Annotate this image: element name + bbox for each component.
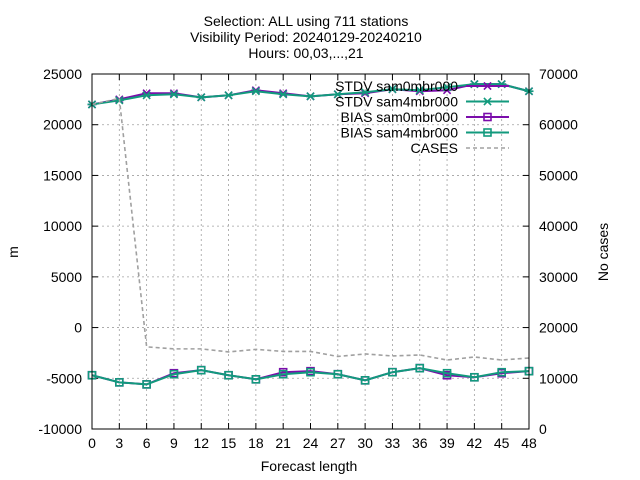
legend-label: CASES xyxy=(411,140,458,156)
series-4 xyxy=(91,97,530,361)
data-point xyxy=(483,112,492,122)
data-point xyxy=(224,370,233,380)
data-point xyxy=(388,85,397,94)
data-point xyxy=(483,128,492,137)
x-axis-label: Forecast length xyxy=(261,458,358,474)
y-axis-label: m xyxy=(5,246,21,258)
x-tick-label: 18 xyxy=(248,435,264,451)
x-tick-label: 48 xyxy=(521,435,537,451)
legend-label: STDV sam4mbr000 xyxy=(335,94,458,110)
y-tick-label: 5000 xyxy=(51,269,82,285)
legend-label: BIAS sam4mbr000 xyxy=(341,125,459,141)
x-tick-label: 12 xyxy=(193,435,209,451)
data-point xyxy=(115,378,124,387)
data-point xyxy=(483,81,492,91)
y-tick-label: -10000 xyxy=(38,421,82,437)
y-axis-right: 0 10000 20000 30000 40000 50000 60000 70000 xyxy=(523,66,578,437)
y-tick-label: -5000 xyxy=(46,370,82,386)
y2-tick-label: 20000 xyxy=(539,320,578,336)
x-tick-label: 33 xyxy=(385,435,401,451)
series-line xyxy=(91,97,530,361)
x-tick-label: 0 xyxy=(88,435,96,451)
data-point xyxy=(196,365,206,375)
y-axis-left: -10000 -5000 0 5000 10000 15000 20000 25000 xyxy=(38,66,98,437)
data-point xyxy=(278,369,288,379)
data-point xyxy=(442,368,452,378)
data-point xyxy=(142,380,151,389)
x-tick-label: 15 xyxy=(221,435,237,451)
legend-label: STDV sam0mbr000 xyxy=(335,78,458,94)
plot-series xyxy=(87,79,534,389)
series-1 xyxy=(87,79,534,109)
y2-tick-label: 40000 xyxy=(539,218,578,234)
series-line xyxy=(91,367,530,386)
title-line-3: Hours: 00,03,...,21 xyxy=(248,45,363,61)
data-point xyxy=(306,92,315,101)
data-point xyxy=(333,369,343,379)
data-point xyxy=(497,367,506,377)
data-point xyxy=(470,372,479,382)
y2-tick-label: 10000 xyxy=(539,370,578,386)
x-axis: 0 3 6 9 12 15 18 21 24 27 30 33 36 39 42 45 48 xyxy=(88,74,537,451)
y2-tick-label: 50000 xyxy=(539,167,578,183)
x-tick-label: 36 xyxy=(412,435,428,451)
plot-frame xyxy=(91,73,530,430)
series-3 xyxy=(87,363,534,389)
data-point xyxy=(142,91,151,100)
data-point xyxy=(483,97,492,106)
data-point xyxy=(169,369,179,379)
data-point xyxy=(415,86,424,95)
x-tick-label: 6 xyxy=(143,435,151,451)
y-tick-label: 10000 xyxy=(43,218,82,234)
data-point xyxy=(306,367,315,377)
data-point xyxy=(169,90,179,99)
legend-label: BIAS sam0mbr000 xyxy=(341,109,459,125)
y2-tick-label: 30000 xyxy=(539,269,578,285)
x-tick-label: 39 xyxy=(439,435,455,451)
y2-tick-label: 70000 xyxy=(539,66,578,82)
data-point xyxy=(197,93,206,102)
x-tick-label: 3 xyxy=(115,435,123,451)
y2-tick-label: 0 xyxy=(539,421,547,437)
data-point xyxy=(279,90,288,99)
x-tick-label: 42 xyxy=(467,435,483,451)
y2-tick-label: 60000 xyxy=(539,117,578,133)
data-point xyxy=(415,363,425,373)
title-line-2: Visibility Period: 20240129-20240210 xyxy=(190,29,422,45)
x-tick-label: 9 xyxy=(170,435,178,451)
data-point xyxy=(251,374,261,384)
data-point xyxy=(251,87,261,96)
x-tick-label: 24 xyxy=(303,435,319,451)
data-point xyxy=(333,90,342,99)
y-tick-label: 25000 xyxy=(43,66,82,82)
x-tick-label: 45 xyxy=(494,435,510,451)
data-point xyxy=(442,83,452,92)
y-tick-label: 20000 xyxy=(43,117,82,133)
data-point xyxy=(360,88,370,97)
data-point xyxy=(224,91,233,100)
x-tick-label: 27 xyxy=(330,435,346,451)
data-point xyxy=(360,376,370,385)
title-line-1: Selection: ALL using 711 stations xyxy=(204,13,409,29)
chart-title: Selection: ALL using 711 stations Visibi… xyxy=(190,13,422,61)
x-tick-label: 30 xyxy=(357,435,373,451)
y-tick-label: 0 xyxy=(74,320,82,336)
x-tick-label: 21 xyxy=(275,435,291,451)
data-point xyxy=(388,367,397,377)
y-tick-label: 15000 xyxy=(43,167,82,183)
y2-axis-label: No cases xyxy=(595,223,611,281)
